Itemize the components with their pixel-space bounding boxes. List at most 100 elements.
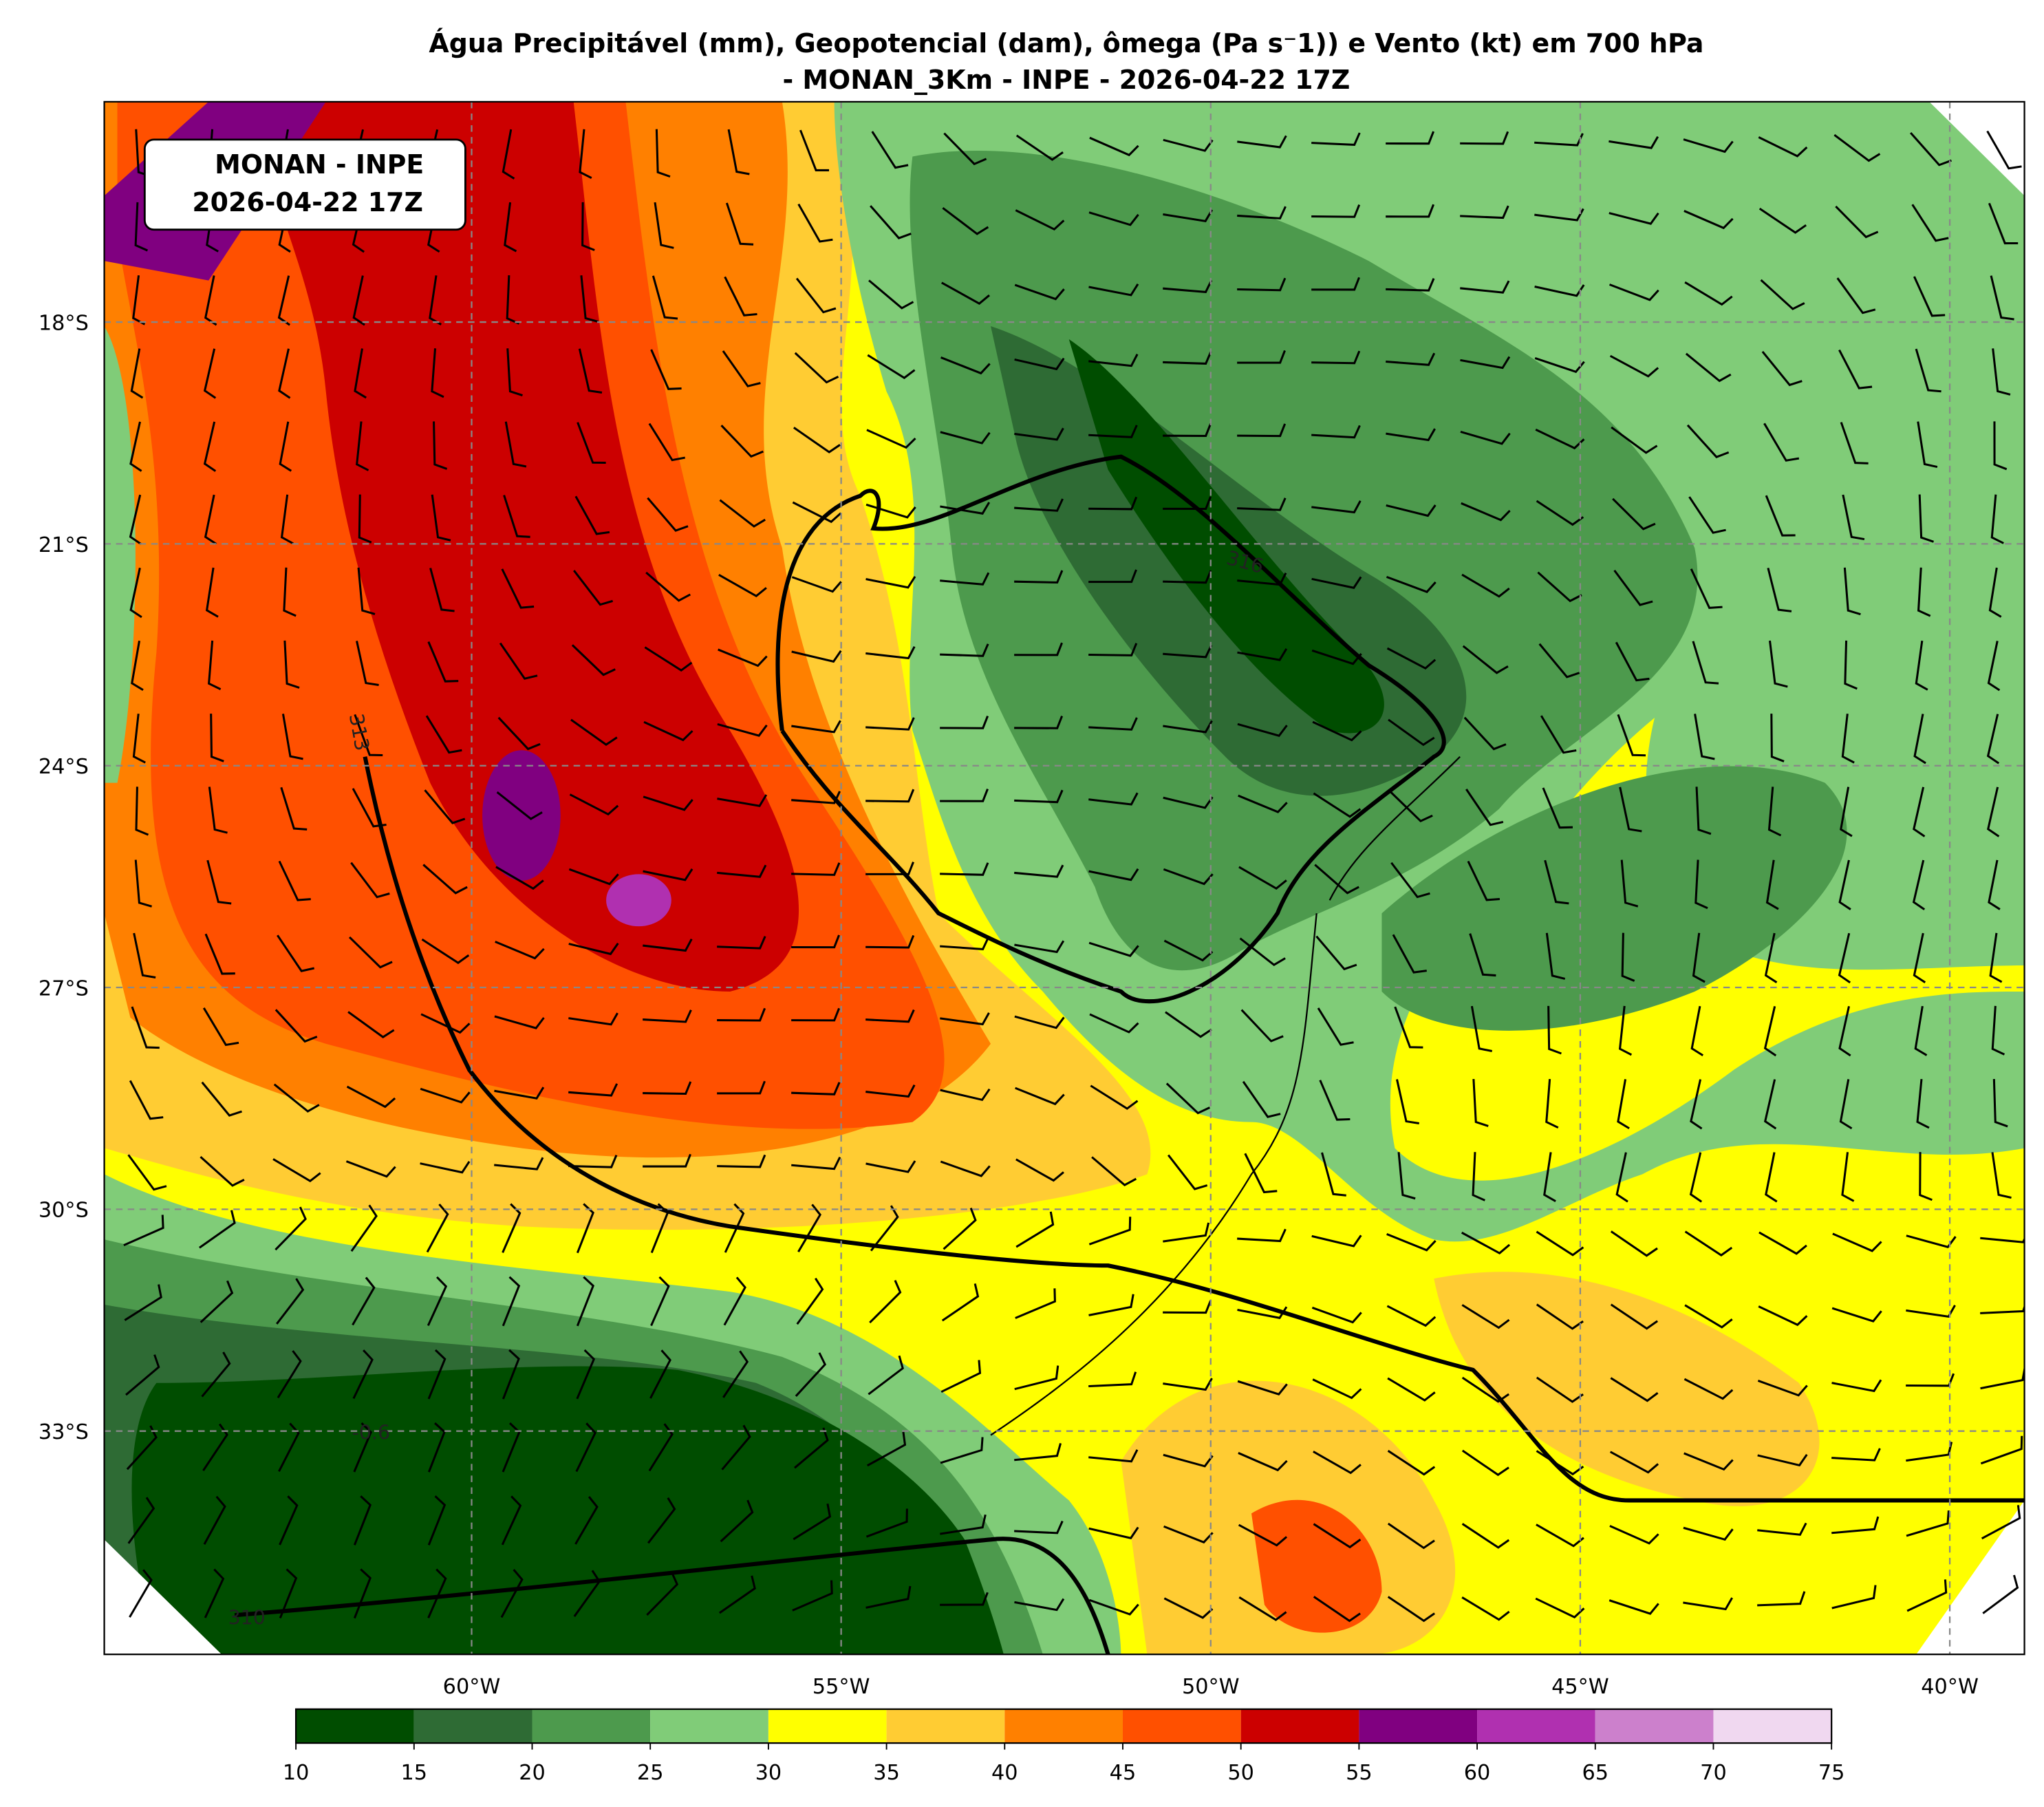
wind-barb	[577, 422, 606, 464]
field-region	[606, 874, 671, 927]
wind-barb	[1163, 279, 1213, 293]
wind-barb	[1906, 1373, 1955, 1387]
wind-barb	[1537, 571, 1582, 603]
wind-barb	[1088, 643, 1138, 656]
colorbar-segment	[1713, 1709, 1832, 1744]
wind-barb	[427, 1495, 447, 1546]
map-field: 316 313 310 -0.6	[104, 101, 2025, 1655]
colorbar-segment	[1477, 1709, 1595, 1744]
wind-barb	[1237, 1228, 1287, 1243]
wind-barb	[1237, 498, 1287, 511]
wind-barb	[1988, 859, 2001, 910]
wind-barb	[1088, 283, 1139, 297]
wind-barb	[1906, 1234, 1957, 1249]
wind-barb	[1980, 1237, 2025, 1243]
wind-barb	[277, 1350, 302, 1399]
wind-barb	[1842, 494, 1865, 541]
wind-barb	[941, 281, 990, 305]
wind-barb	[942, 206, 989, 235]
wind-barb	[569, 793, 619, 816]
wind-barb	[940, 1592, 989, 1606]
wind-barb	[643, 1009, 692, 1023]
wind-barb	[126, 1425, 158, 1471]
wind-barb	[724, 1203, 745, 1253]
wind-barb	[1242, 1080, 1281, 1118]
wind-barb	[866, 1431, 907, 1467]
wind-barb	[424, 789, 466, 824]
wind-barb	[1014, 1443, 1062, 1462]
wind-barb	[1838, 349, 1873, 389]
wind-barb	[650, 349, 682, 390]
title-line: - MONAN_3Km - INPE - 2026-04-22 17Z	[782, 65, 1350, 95]
wind-barb	[1765, 495, 1796, 537]
wind-barb	[1831, 1585, 1877, 1610]
wind-barb	[1238, 794, 1288, 813]
wind-barb	[1835, 205, 1879, 239]
x-tick-label: 40°W	[1921, 1675, 1979, 1699]
wind-barb	[420, 1161, 471, 1174]
wind-barb	[791, 650, 842, 663]
wind-barb	[1237, 350, 1286, 364]
field-region	[1381, 766, 1847, 1031]
wind-barb	[496, 791, 543, 820]
wind-barb	[1311, 425, 1361, 439]
wind-barb	[719, 499, 766, 528]
wind-barb	[278, 860, 311, 901]
wind-barb	[1761, 350, 1803, 387]
wind-barb	[865, 646, 916, 660]
wind-barb	[427, 1568, 447, 1618]
wind-barb	[1767, 787, 1782, 837]
wind-barb	[1312, 1378, 1362, 1400]
wind-barb	[1167, 1154, 1208, 1190]
colorbar-segment	[1595, 1709, 1714, 1744]
wind-barb	[717, 1154, 766, 1168]
wind-barb	[500, 1569, 524, 1618]
wind-barb	[1989, 932, 2003, 983]
wind-barb	[1014, 1365, 1059, 1391]
wind-barb	[1684, 1304, 1733, 1329]
wind-barb	[1163, 496, 1212, 511]
wind-barb	[1833, 133, 1881, 162]
wind-barb	[1758, 207, 1807, 234]
wind-barb	[1386, 204, 1434, 218]
field-region	[104, 326, 136, 783]
wind-barb	[1088, 1449, 1139, 1463]
wind-barb	[1386, 428, 1436, 442]
wind-barb	[1461, 1231, 1511, 1254]
wind-barb	[1240, 1009, 1284, 1042]
wind-barb	[1695, 859, 1708, 910]
wind-barb	[1982, 1574, 2019, 1614]
wind-barb	[1536, 500, 1584, 526]
wind-barb	[131, 1006, 160, 1049]
wind-barb	[127, 1497, 155, 1544]
wind-barb	[568, 1083, 618, 1097]
x-tick-label: 45°W	[1551, 1675, 1609, 1699]
wind-barb	[208, 787, 228, 834]
wind-barb	[1544, 859, 1569, 905]
wind-barb	[1388, 718, 1435, 747]
wind-barb	[724, 276, 757, 317]
wind-barb	[1091, 1156, 1137, 1186]
wind-barb	[1688, 496, 1726, 534]
wind-barb	[204, 933, 235, 975]
wind-barb	[1461, 502, 1511, 522]
graticule	[104, 101, 2025, 1655]
wind-barb	[199, 1210, 236, 1249]
wind-barb	[720, 425, 764, 458]
wind-barb	[1163, 209, 1214, 222]
wind-barb	[576, 1276, 595, 1327]
wind-barb	[1609, 1525, 1659, 1545]
wind-barb	[868, 1355, 904, 1396]
wind-barb	[1311, 576, 1362, 589]
y-tick-label: 18°S	[39, 311, 89, 335]
wind-barb	[865, 1508, 908, 1538]
wind-barb	[1088, 496, 1138, 511]
wind-barb	[1469, 933, 1496, 977]
wind-barb	[345, 1160, 396, 1178]
colorbar-tick-label: 55	[1346, 1761, 1373, 1785]
wind-barb	[574, 495, 610, 535]
wind-barb	[1684, 1230, 1733, 1257]
wind-barb	[571, 644, 616, 676]
wind-barb	[502, 1276, 521, 1327]
wind-barb	[1980, 1435, 2023, 1465]
